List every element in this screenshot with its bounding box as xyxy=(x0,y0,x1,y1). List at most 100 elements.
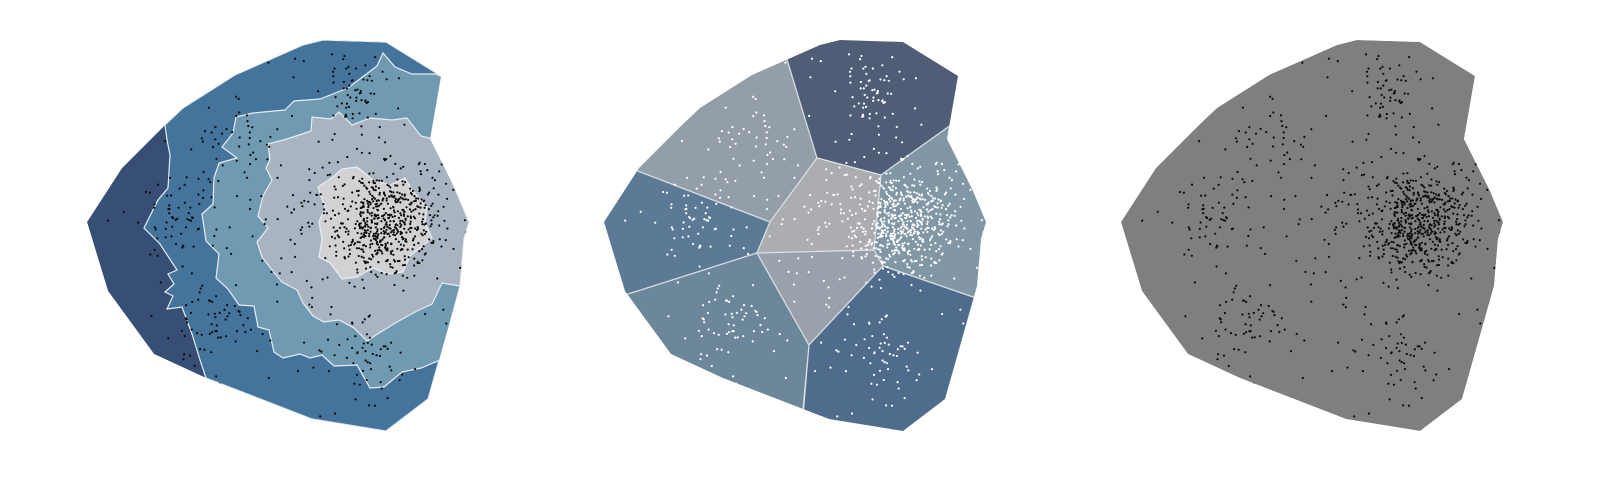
data-point xyxy=(386,202,389,205)
data-point xyxy=(858,203,861,206)
data-point xyxy=(402,264,405,267)
data-point xyxy=(885,75,888,78)
data-point xyxy=(1243,181,1246,184)
data-point xyxy=(366,101,369,104)
data-point xyxy=(432,241,435,245)
data-point xyxy=(1251,179,1254,183)
data-point xyxy=(1401,206,1404,209)
data-point xyxy=(399,212,402,215)
data-point xyxy=(764,143,767,146)
data-point xyxy=(1420,202,1423,205)
data-point xyxy=(185,176,188,179)
data-point xyxy=(953,214,956,217)
data-point xyxy=(334,96,337,99)
data-point xyxy=(727,331,731,334)
data-point xyxy=(294,255,297,258)
data-point xyxy=(875,180,878,183)
data-point xyxy=(853,161,856,164)
data-point xyxy=(389,263,392,266)
data-point xyxy=(1433,222,1436,225)
data-point xyxy=(960,219,963,222)
data-point xyxy=(1440,215,1443,218)
data-point xyxy=(360,151,363,154)
data-point xyxy=(1374,102,1377,105)
data-point xyxy=(336,105,339,108)
data-point xyxy=(893,205,896,208)
data-point xyxy=(386,241,389,244)
data-point xyxy=(380,250,383,253)
data-point xyxy=(1400,202,1403,205)
data-point xyxy=(728,244,731,247)
data-point xyxy=(933,260,936,263)
data-point xyxy=(1398,229,1401,232)
data-point xyxy=(871,67,874,70)
data-point xyxy=(409,215,412,218)
data-point xyxy=(363,219,366,222)
data-point xyxy=(1447,274,1450,277)
data-point xyxy=(420,198,423,201)
data-point xyxy=(1408,189,1411,192)
data-point xyxy=(1419,221,1422,224)
data-point xyxy=(1231,177,1234,180)
data-point xyxy=(251,126,254,129)
data-point xyxy=(885,212,888,215)
data-point xyxy=(910,211,913,214)
data-point xyxy=(347,244,350,247)
data-point xyxy=(742,335,745,338)
data-point xyxy=(1396,204,1399,207)
data-point xyxy=(901,194,904,197)
data-point xyxy=(345,227,348,230)
data-point xyxy=(333,237,337,240)
data-point xyxy=(371,194,374,197)
data-point xyxy=(388,223,391,227)
data-point xyxy=(879,342,882,345)
data-point xyxy=(1313,164,1316,167)
data-point xyxy=(1388,201,1391,204)
data-point xyxy=(347,105,351,108)
data-point xyxy=(879,243,883,247)
data-point xyxy=(1425,215,1428,218)
data-point xyxy=(413,200,416,203)
data-point xyxy=(911,201,914,204)
data-point xyxy=(933,226,936,229)
data-point xyxy=(1360,338,1364,341)
data-point xyxy=(1209,242,1212,246)
data-point xyxy=(1376,80,1379,84)
data-point xyxy=(1478,239,1481,242)
data-point xyxy=(892,241,896,244)
data-point xyxy=(405,231,408,234)
data-point xyxy=(697,232,700,235)
data-point xyxy=(388,365,391,368)
data-point xyxy=(1414,232,1417,235)
data-point xyxy=(687,235,690,238)
data-point xyxy=(363,198,366,201)
data-point xyxy=(1433,196,1436,199)
data-point xyxy=(211,300,214,303)
data-point xyxy=(225,127,228,131)
data-point xyxy=(1235,284,1238,287)
data-point xyxy=(913,228,916,231)
data-point xyxy=(374,189,377,192)
data-point xyxy=(703,218,706,221)
data-point xyxy=(950,179,953,182)
data-point xyxy=(915,192,918,195)
data-point xyxy=(1220,321,1223,324)
data-point xyxy=(381,252,384,255)
data-point xyxy=(877,232,880,235)
data-point xyxy=(417,197,420,200)
data-point xyxy=(1546,158,1548,160)
data-point xyxy=(410,210,413,213)
data-point xyxy=(889,255,892,258)
data-point xyxy=(418,188,422,191)
data-point xyxy=(727,196,730,199)
data-point xyxy=(1312,272,1315,275)
data-point xyxy=(918,180,921,183)
data-point xyxy=(886,226,890,229)
data-point xyxy=(1472,170,1475,173)
data-point xyxy=(755,310,758,313)
data-point xyxy=(1428,184,1431,187)
data-point xyxy=(841,220,844,223)
data-point xyxy=(681,236,684,239)
data-point xyxy=(236,195,239,198)
data-point xyxy=(1443,215,1446,218)
